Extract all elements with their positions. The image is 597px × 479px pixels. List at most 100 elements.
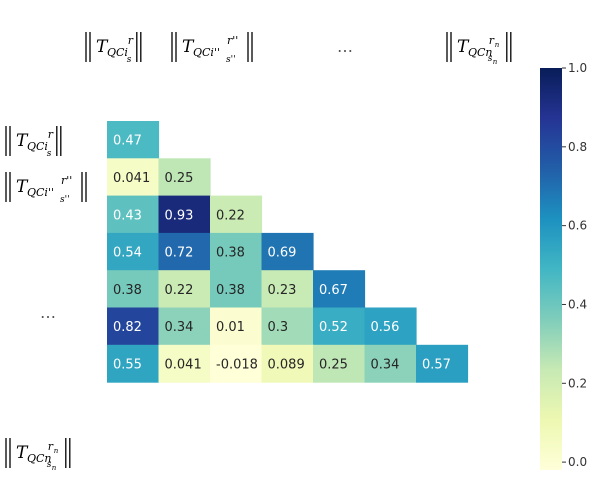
cell-value-label: 0.041 <box>165 357 202 372</box>
heatmap-cell <box>261 344 314 383</box>
label-subsubscript: n <box>493 58 498 66</box>
label-subsub-prefix: s <box>488 54 493 64</box>
heatmap-cell <box>158 307 211 346</box>
heatmap-cells: 0.47 0.041 0.25 0.43 0.93 0.22 0.54 0.72 0.38 0.6… <box>107 121 469 383</box>
cell-value-label: 0.38 <box>216 283 245 298</box>
label-superscript: r <box>128 34 134 47</box>
heatmap-cell <box>313 344 366 383</box>
heatmap-cell <box>107 270 160 309</box>
label-sup-subscript: n <box>495 41 500 49</box>
column-label: … <box>337 37 353 56</box>
heatmap-cell <box>210 344 263 383</box>
label-subscript: QCi'' <box>27 186 54 199</box>
heatmap-cell <box>210 232 263 271</box>
heatmap-cell <box>364 307 417 346</box>
cell-value-label: 0.34 <box>165 320 194 335</box>
label-base: T <box>16 443 29 463</box>
heatmap-cell <box>158 270 211 309</box>
colorbar-tick-label: 0.2 <box>568 376 587 390</box>
label-superscript: r'' <box>227 34 238 47</box>
label-subsubscript: s'' <box>60 195 70 205</box>
label-superscript: r'' <box>61 174 72 187</box>
label-subsub-prefix: s <box>47 460 52 470</box>
label-subsubscript: s <box>127 55 132 65</box>
heatmap-cell <box>416 344 469 383</box>
heatmap-cell <box>313 270 366 309</box>
cell-value-label: -0.018 <box>216 357 258 372</box>
heatmap-cell <box>107 195 160 234</box>
heatmap-cell <box>107 344 160 383</box>
cell-value-label: 0.38 <box>216 246 245 261</box>
colorbar-tick-label: 0.6 <box>568 219 587 233</box>
cell-value-label: 0.93 <box>165 208 194 223</box>
cell-value-label: 0.3 <box>268 320 289 335</box>
heatmap-cell <box>158 158 211 197</box>
cell-value-label: 0.23 <box>268 283 297 298</box>
heatmap-cell <box>210 195 263 234</box>
heatmap-cell <box>261 270 314 309</box>
heatmap-cell <box>107 121 160 159</box>
label-base: T <box>457 37 470 57</box>
label-subsubscript: s'' <box>226 55 236 65</box>
cell-value-label: 0.47 <box>113 134 142 149</box>
row-label: T QCi'' s'' r'' <box>5 172 87 205</box>
cell-value-label: 0.56 <box>371 320 400 335</box>
label-superscript: r <box>489 34 495 47</box>
cell-value-label: 0.22 <box>165 283 194 298</box>
colorbar: 0.0 0.2 0.4 0.6 0.8 1.0 <box>540 61 587 470</box>
heatmap-cell <box>364 344 417 383</box>
cell-value-label: 0.67 <box>319 283 348 298</box>
cell-value-label: 0.25 <box>165 171 194 186</box>
label-superscript: r <box>48 440 54 453</box>
column-label: T QCi'' s'' r'' <box>171 32 253 65</box>
colorbar-tick-label: 0.4 <box>568 297 587 311</box>
heatmap-cell <box>210 270 263 309</box>
label-sup-subscript: n <box>54 447 59 455</box>
heatmap-cell <box>261 232 314 271</box>
label-subscript: QCi <box>27 140 48 153</box>
ellipsis-label: … <box>40 303 56 322</box>
cell-value-label: 0.25 <box>319 357 348 372</box>
heatmap-cell <box>158 232 211 271</box>
heatmap-cell <box>107 232 160 271</box>
label-subscript: QCn <box>468 46 493 59</box>
cell-value-label: 0.72 <box>165 246 194 261</box>
label-base: T <box>16 177 29 197</box>
heatmap-cell <box>261 307 314 346</box>
label-base: T <box>182 37 195 57</box>
cell-value-label: 0.01 <box>216 320 245 335</box>
heatmap-cell <box>313 307 366 346</box>
colorbar-tick-label: 0.0 <box>568 455 587 469</box>
cell-value-label: 0.52 <box>319 320 348 335</box>
colorbar-tick-label: 0.8 <box>568 140 587 154</box>
label-subsubscript: n <box>52 464 57 472</box>
heatmap-cell <box>107 307 160 346</box>
cell-value-label: 0.22 <box>216 208 245 223</box>
cell-value-label: 0.55 <box>113 357 142 372</box>
cell-value-label: 0.43 <box>113 208 142 223</box>
cell-value-label: 0.54 <box>113 246 142 261</box>
ellipsis-label: … <box>337 37 353 56</box>
colorbar-tick-label: 1.0 <box>568 61 587 75</box>
cell-value-label: 0.041 <box>113 171 150 186</box>
label-subscript: QCi'' <box>193 46 220 59</box>
cell-value-label: 0.34 <box>371 357 400 372</box>
cell-value-label: 0.69 <box>268 246 297 261</box>
label-subsubscript: s <box>47 149 52 159</box>
cell-value-label: 0.57 <box>422 357 451 372</box>
heatmap-cell <box>158 344 211 383</box>
cell-value-label: 0.38 <box>113 283 142 298</box>
heatmap-cell <box>210 307 263 346</box>
label-subscript: QCn <box>27 452 52 465</box>
label-superscript: r <box>48 128 54 141</box>
label-base: T <box>16 131 29 151</box>
cell-value-label: 0.089 <box>268 357 305 372</box>
heatmap-cell <box>107 158 160 197</box>
